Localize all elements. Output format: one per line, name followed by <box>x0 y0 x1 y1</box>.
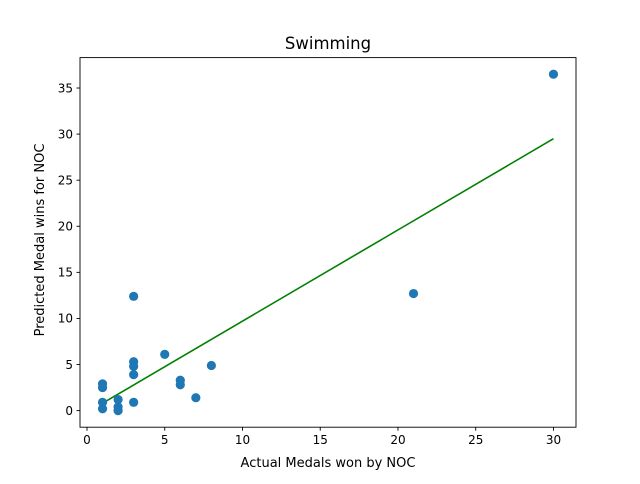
scatter-point <box>129 397 139 407</box>
scatter-point <box>191 393 201 403</box>
y-tick-label: 0 <box>65 404 73 418</box>
y-tick-label: 35 <box>58 81 73 95</box>
scatter-point <box>160 349 170 359</box>
y-tick-label: 25 <box>58 173 73 187</box>
scatter-point <box>113 394 123 405</box>
x-tick-label: 0 <box>83 433 91 447</box>
scatter-point <box>408 288 419 299</box>
x-tick-label: 20 <box>390 433 405 447</box>
regression-line <box>102 138 554 404</box>
scatter-point <box>97 382 108 393</box>
scatter-point <box>548 69 559 79</box>
scatter-points-layer <box>97 69 559 416</box>
y-tick-label: 20 <box>58 220 73 234</box>
scatter-point <box>129 370 139 380</box>
scatter-point <box>129 291 139 301</box>
y-tick-label: 5 <box>65 358 73 372</box>
scatter-point <box>97 404 108 414</box>
x-tick-label: 30 <box>546 433 561 447</box>
x-tick-label: 5 <box>161 433 169 447</box>
y-tick-label: 10 <box>58 312 73 326</box>
x-tick-label: 15 <box>313 433 328 447</box>
x-axis-ticks: 0 5 10 15 20 25 30 <box>83 427 561 447</box>
scatter-point <box>206 360 216 371</box>
x-tick-label: 10 <box>235 433 250 447</box>
scatter-point <box>175 380 185 390</box>
axes-frame <box>79 57 577 428</box>
y-tick-label: 30 <box>58 127 73 141</box>
y-axis-ticks: 0 5 10 15 20 25 30 35 <box>58 81 80 418</box>
x-axis-label: Actual Medals won by NOC <box>241 456 416 471</box>
y-axis-label: Predicted Medal wins for NOC <box>33 144 48 337</box>
x-tick-label: 25 <box>468 433 483 447</box>
scatter-point <box>113 406 123 416</box>
scatter-point <box>97 397 108 407</box>
regression-line-layer <box>102 138 554 404</box>
scatter-point <box>129 361 139 371</box>
y-tick-label: 15 <box>58 266 73 280</box>
chart-title: Swimming <box>285 34 371 53</box>
